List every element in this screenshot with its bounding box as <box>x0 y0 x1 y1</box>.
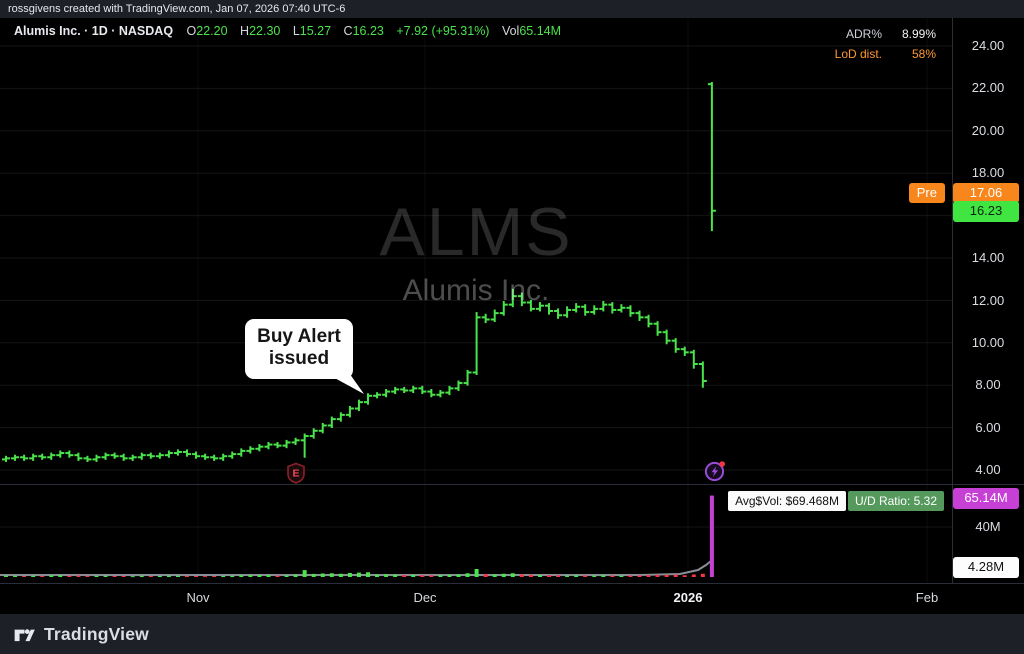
price-axis-label: 14.00 <box>971 250 1005 265</box>
price-axis-label: 8.00 <box>975 377 1001 392</box>
buy-alert-callout[interactable]: Buy Alert issued <box>245 319 353 379</box>
current-volume-badge: 65.14M <box>953 488 1019 509</box>
time-axis-label: Feb <box>915 590 939 605</box>
premarket-price-badge: 17.06 <box>953 183 1019 203</box>
last-price-badge: 16.23 <box>953 201 1019 222</box>
price-chart-canvas[interactable] <box>0 18 952 583</box>
price-axis-label: 6.00 <box>975 420 1001 435</box>
tradingview-logo-text[interactable]: TradingView <box>44 623 149 644</box>
ud-ratio-badge: U/D Ratio: 5.32 <box>847 491 944 511</box>
time-axis-separator <box>0 583 1024 584</box>
price-axis-label: 12.00 <box>971 293 1005 308</box>
avg-volume-badge: 4.28M <box>953 557 1019 578</box>
price-axis-label: 24.00 <box>971 38 1005 53</box>
ohlc-low: L15.27 <box>292 24 332 38</box>
lod-row: LoD dist. 58% <box>835 47 936 61</box>
volume-readout: Vol65.14M <box>501 24 562 38</box>
ohlc-high: H22.30 <box>240 24 281 38</box>
indicator-readouts: ADR% 8.99% LoD dist. 58% <box>835 27 936 67</box>
volume-axis-label: 40M <box>975 519 1001 534</box>
volume-tooltip: Avg$Vol: $69.468M U/D Ratio: 5.32 <box>728 491 944 511</box>
buy-alert-line2: issued <box>268 348 330 370</box>
attribution-bar: rossgivens created with TradingView.com,… <box>0 0 1024 18</box>
ohlc-open: O22.20 <box>186 24 228 38</box>
time-axis-label: Dec <box>413 590 437 605</box>
price-axis-label: 22.00 <box>971 80 1005 95</box>
buy-alert-line1: Buy Alert <box>257 326 341 347</box>
adr-row: ADR% 8.99% <box>835 27 936 41</box>
avg-dollar-vol-badge: Avg$Vol: $69.468M <box>728 491 846 511</box>
lod-value: 58% <box>911 47 936 61</box>
symbol-header[interactable]: Alumis Inc. · 1D · NASDAQ O22.20 H22.30 … <box>14 24 570 38</box>
price-axis-label: 10.00 <box>971 335 1005 350</box>
adr-value: 8.99% <box>901 27 936 41</box>
adr-label: ADR% <box>845 27 882 41</box>
price-axis-label: 4.00 <box>975 462 1001 477</box>
pane-separator[interactable] <box>0 484 1024 485</box>
tradingview-logo-icon[interactable] <box>13 623 36 646</box>
ohlc-close: C16.23 <box>343 24 384 38</box>
buy-alert-callout-tail <box>320 370 364 394</box>
price-axis-label: 20.00 <box>971 123 1005 138</box>
price-axis-label: 18.00 <box>971 165 1005 180</box>
lod-label: LoD dist. <box>834 47 882 61</box>
premarket-label-badge: Pre <box>908 183 945 203</box>
time-axis-label: Nov <box>186 590 210 605</box>
svg-text:E: E <box>292 468 299 480</box>
time-axis-label: 2026 <box>673 590 703 605</box>
symbol-title[interactable]: Alumis Inc. · 1D · NASDAQ <box>14 24 174 38</box>
change-value: +7.92 (+95.31%) <box>396 24 490 38</box>
flash-event-icon[interactable] <box>703 459 727 483</box>
earnings-icon[interactable]: E <box>285 462 307 484</box>
footer-bar: TradingView <box>0 614 1024 654</box>
attribution-text: rossgivens created with TradingView.com,… <box>8 3 346 15</box>
